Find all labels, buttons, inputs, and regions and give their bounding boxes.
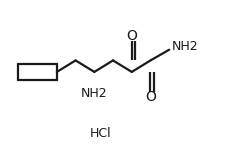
Text: O: O (126, 29, 137, 43)
Text: O: O (145, 90, 156, 104)
Text: NH2: NH2 (172, 40, 198, 53)
Text: NH2: NH2 (81, 87, 108, 100)
Text: HCl: HCl (90, 127, 112, 140)
